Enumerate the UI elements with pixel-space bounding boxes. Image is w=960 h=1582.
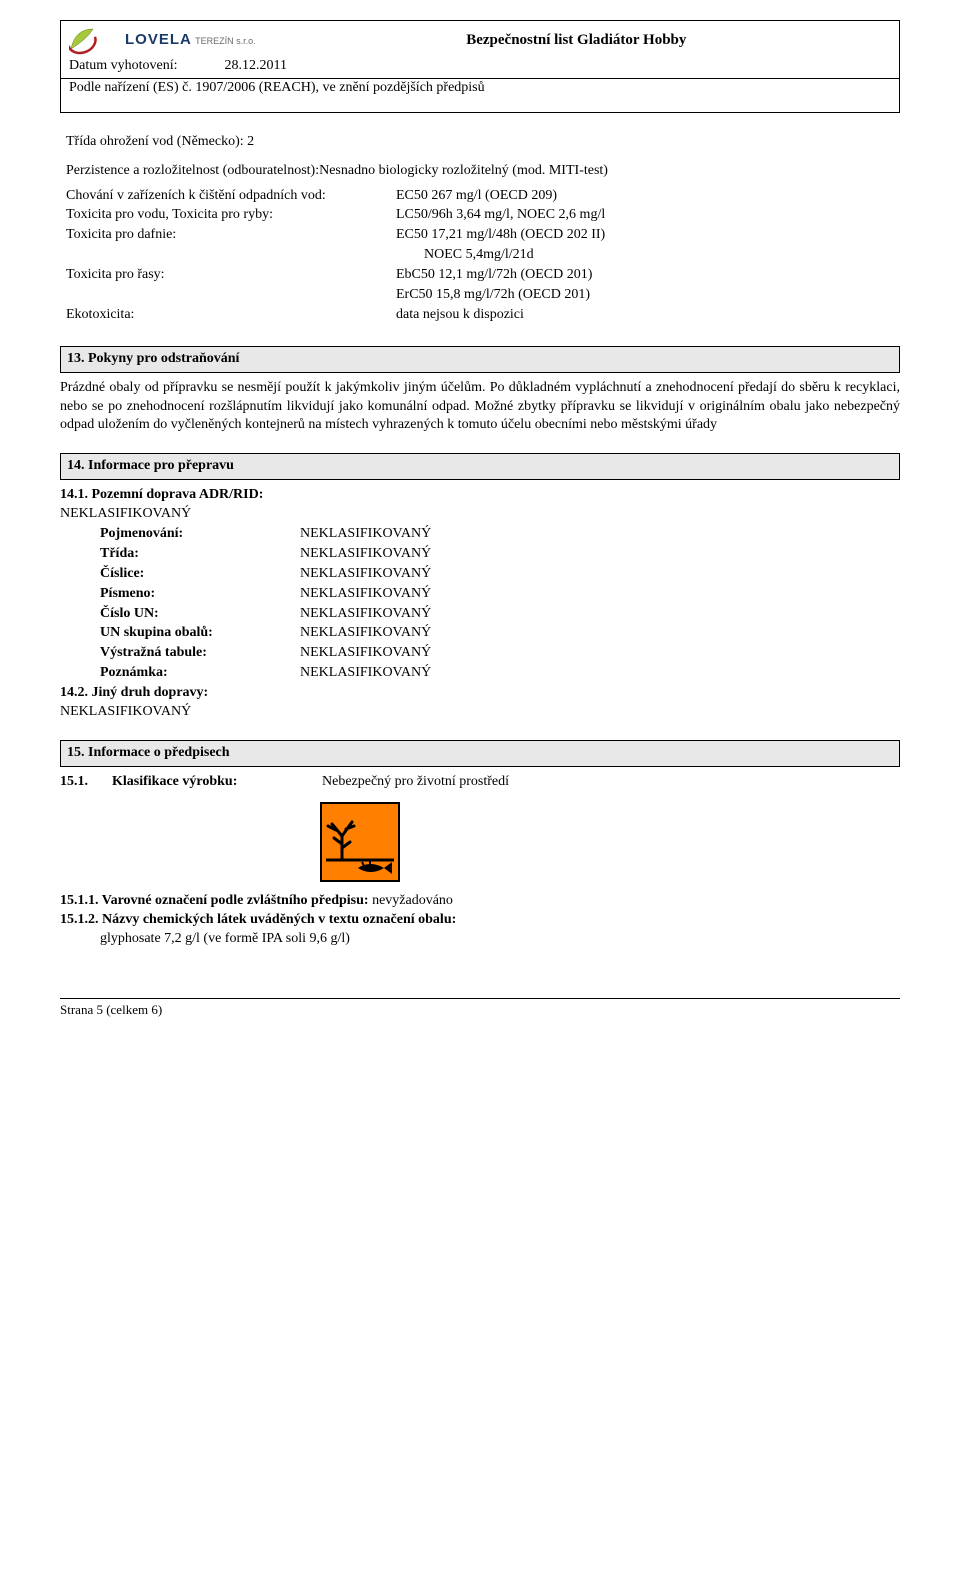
kv-row: Chování v zařízeních k čištění odpadních… [66, 187, 894, 206]
tr-label: Písmeno: [100, 585, 300, 604]
noec-extra: NOEC 5,4mg/l/21d [66, 246, 894, 265]
logo-icon [69, 25, 119, 55]
transport-row: Číslo UN:NEKLASIFIKOVANÝ [100, 605, 900, 624]
header-box: LOVELA TEREZÍN s.r.o. Bezpečnostní list … [60, 20, 900, 113]
kv-value: EbC50 12,1 mg/l/72h (OECD 201) [396, 266, 894, 285]
section-11-content: Třída ohrožení vod (Německo): 2 Perziste… [60, 131, 900, 328]
kv-value: EC50 17,21 mg/l/48h (OECD 202 II) [396, 226, 894, 245]
header-content: LOVELA TEREZÍN s.r.o. Bezpečnostní list … [69, 25, 891, 98]
kv-row: Toxicita pro vodu, Toxicita pro ryby: LC… [66, 206, 894, 225]
sec15-sub1-bold: 15.1.1. Varovné označení podle zvláštníh… [60, 893, 369, 908]
page-footer: Strana 5 (celkem 6) [60, 998, 900, 1019]
sec15-val: Nebezpečný pro životní prostředí [322, 773, 509, 792]
kv-label: Toxicita pro dafnie: [66, 226, 396, 245]
tr-value: NEKLASIFIKOVANÝ [300, 624, 900, 643]
tr-label: Číslo UN: [100, 605, 300, 624]
kv-value: ErC50 15,8 mg/l/72h (OECD 201) [396, 286, 894, 305]
date-value: 28.12.2011 [225, 58, 287, 73]
tr-value: NEKLASIFIKOVANÝ [300, 585, 900, 604]
kv-label: Toxicita pro vodu, Toxicita pro ryby: [66, 206, 396, 225]
tr-label: Třída: [100, 545, 300, 564]
tr-label: Výstražná tabule: [100, 644, 300, 663]
sec15-class-row: 15.1. Klasifikace výrobku: Nebezpečný pr… [60, 773, 900, 792]
transport-row: Poznámka:NEKLASIFIKOVANÝ [100, 664, 900, 683]
kv-value: EC50 267 mg/l (OECD 209) [396, 187, 894, 206]
tr-label: UN skupina obalů: [100, 624, 300, 643]
sec15-sub1-rest: nevyžadováno [369, 893, 453, 908]
tr-value: NEKLASIFIKOVANÝ [300, 605, 900, 624]
glyphosate-line: glyphosate 7,2 g/l (ve formě IPA soli 9,… [60, 930, 900, 949]
sec15-lbl: Klasifikace výrobku: [112, 773, 322, 792]
kv-label [66, 286, 396, 305]
tr-label: Pojmenování: [100, 525, 300, 544]
transport-row: Písmeno:NEKLASIFIKOVANÝ [100, 585, 900, 604]
kv-value: data nejsou k dispozici [396, 306, 894, 325]
section-13-heading: 13. Pokyny pro odstraňování [60, 346, 900, 373]
section-15-heading: 15. Informace o předpisech [60, 740, 900, 767]
transport-row: Třída:NEKLASIFIKOVANÝ [100, 545, 900, 564]
transport-row: Číslice:NEKLASIFIKOVANÝ [100, 565, 900, 584]
section-14-body: 14.1. Pozemní doprava ADR/RID: NEKLASIFI… [60, 486, 900, 722]
kv-row: ErC50 15,8 mg/l/72h (OECD 201) [66, 286, 894, 305]
sec15-sub1-line: 15.1.1. Varovné označení podle zvláštníh… [60, 892, 900, 911]
date-label: Datum vyhotovení: [69, 58, 178, 73]
reg-line: Podle nařízení (ES) č. 1907/2006 (REACH)… [69, 79, 891, 98]
tr-value: NEKLASIFIKOVANÝ [300, 644, 900, 663]
sec15-sub2: 15.1.2. Názvy chemických látek uváděných… [60, 911, 900, 930]
tr-value: NEKLASIFIKOVANÝ [300, 565, 900, 584]
kv-row: Ekotoxicita: data nejsou k dispozici [66, 306, 894, 325]
footer-text: Strana 5 (celkem 6) [60, 1002, 162, 1017]
section-14-heading: 14. Informace pro přepravu [60, 453, 900, 480]
kv-row: Toxicita pro dafnie: EC50 17,21 mg/l/48h… [66, 226, 894, 245]
section-13-text: Prázdné obaly od přípravku se nesmějí po… [60, 379, 900, 436]
tr-label: Číslice: [100, 565, 300, 584]
logo-row: LOVELA TEREZÍN s.r.o. Bezpečnostní list … [69, 25, 891, 55]
logo-sub: TEREZÍN s.r.o. [195, 36, 256, 46]
sec14-neklas: NEKLASIFIKOVANÝ [60, 505, 900, 524]
water-class-line: Třída ohrožení vod (Německo): 2 [66, 133, 894, 152]
logo-text: LOVELA TEREZÍN s.r.o. [125, 30, 256, 50]
tr-value: NEKLASIFIKOVANÝ [300, 664, 900, 683]
hazard-symbol-icon [320, 802, 400, 882]
transport-list: Pojmenování:NEKLASIFIKOVANÝ Třída:NEKLAS… [60, 525, 900, 683]
header-date-line: Datum vyhotovení: 28.12.2011 [69, 57, 891, 76]
kv-value: LC50/96h 3,64 mg/l, NOEC 2,6 mg/l [396, 206, 894, 225]
logo-brand: LOVELA [125, 31, 192, 48]
section-15-body: 15.1. Klasifikace výrobku: Nebezpečný pr… [60, 773, 900, 949]
transport-row: Pojmenování:NEKLASIFIKOVANÝ [100, 525, 900, 544]
tr-value: NEKLASIFIKOVANÝ [300, 545, 900, 564]
tr-value: NEKLASIFIKOVANÝ [300, 525, 900, 544]
sec14-sub1: 14.1. Pozemní doprava ADR/RID: [60, 486, 900, 505]
kv-label: Chování v zařízeních k čištění odpadních… [66, 187, 396, 206]
tr-label: Poznámka: [100, 664, 300, 683]
kv-row: Toxicita pro řasy: EbC50 12,1 mg/l/72h (… [66, 266, 894, 285]
sec15-num: 15.1. [60, 773, 112, 792]
kv-label: Toxicita pro řasy: [66, 266, 396, 285]
doc-title: Bezpečnostní list Gladiátor Hobby [262, 30, 891, 50]
transport-row: Výstražná tabule:NEKLASIFIKOVANÝ [100, 644, 900, 663]
sec14-neklas2: NEKLASIFIKOVANÝ [60, 703, 900, 722]
kv-label: Ekotoxicita: [66, 306, 396, 325]
transport-row: UN skupina obalů:NEKLASIFIKOVANÝ [100, 624, 900, 643]
sec14-sub2: 14.2. Jiný druh dopravy: [60, 684, 900, 703]
persistence-line: Perzistence a rozložitelnost (odbouratel… [66, 162, 894, 181]
